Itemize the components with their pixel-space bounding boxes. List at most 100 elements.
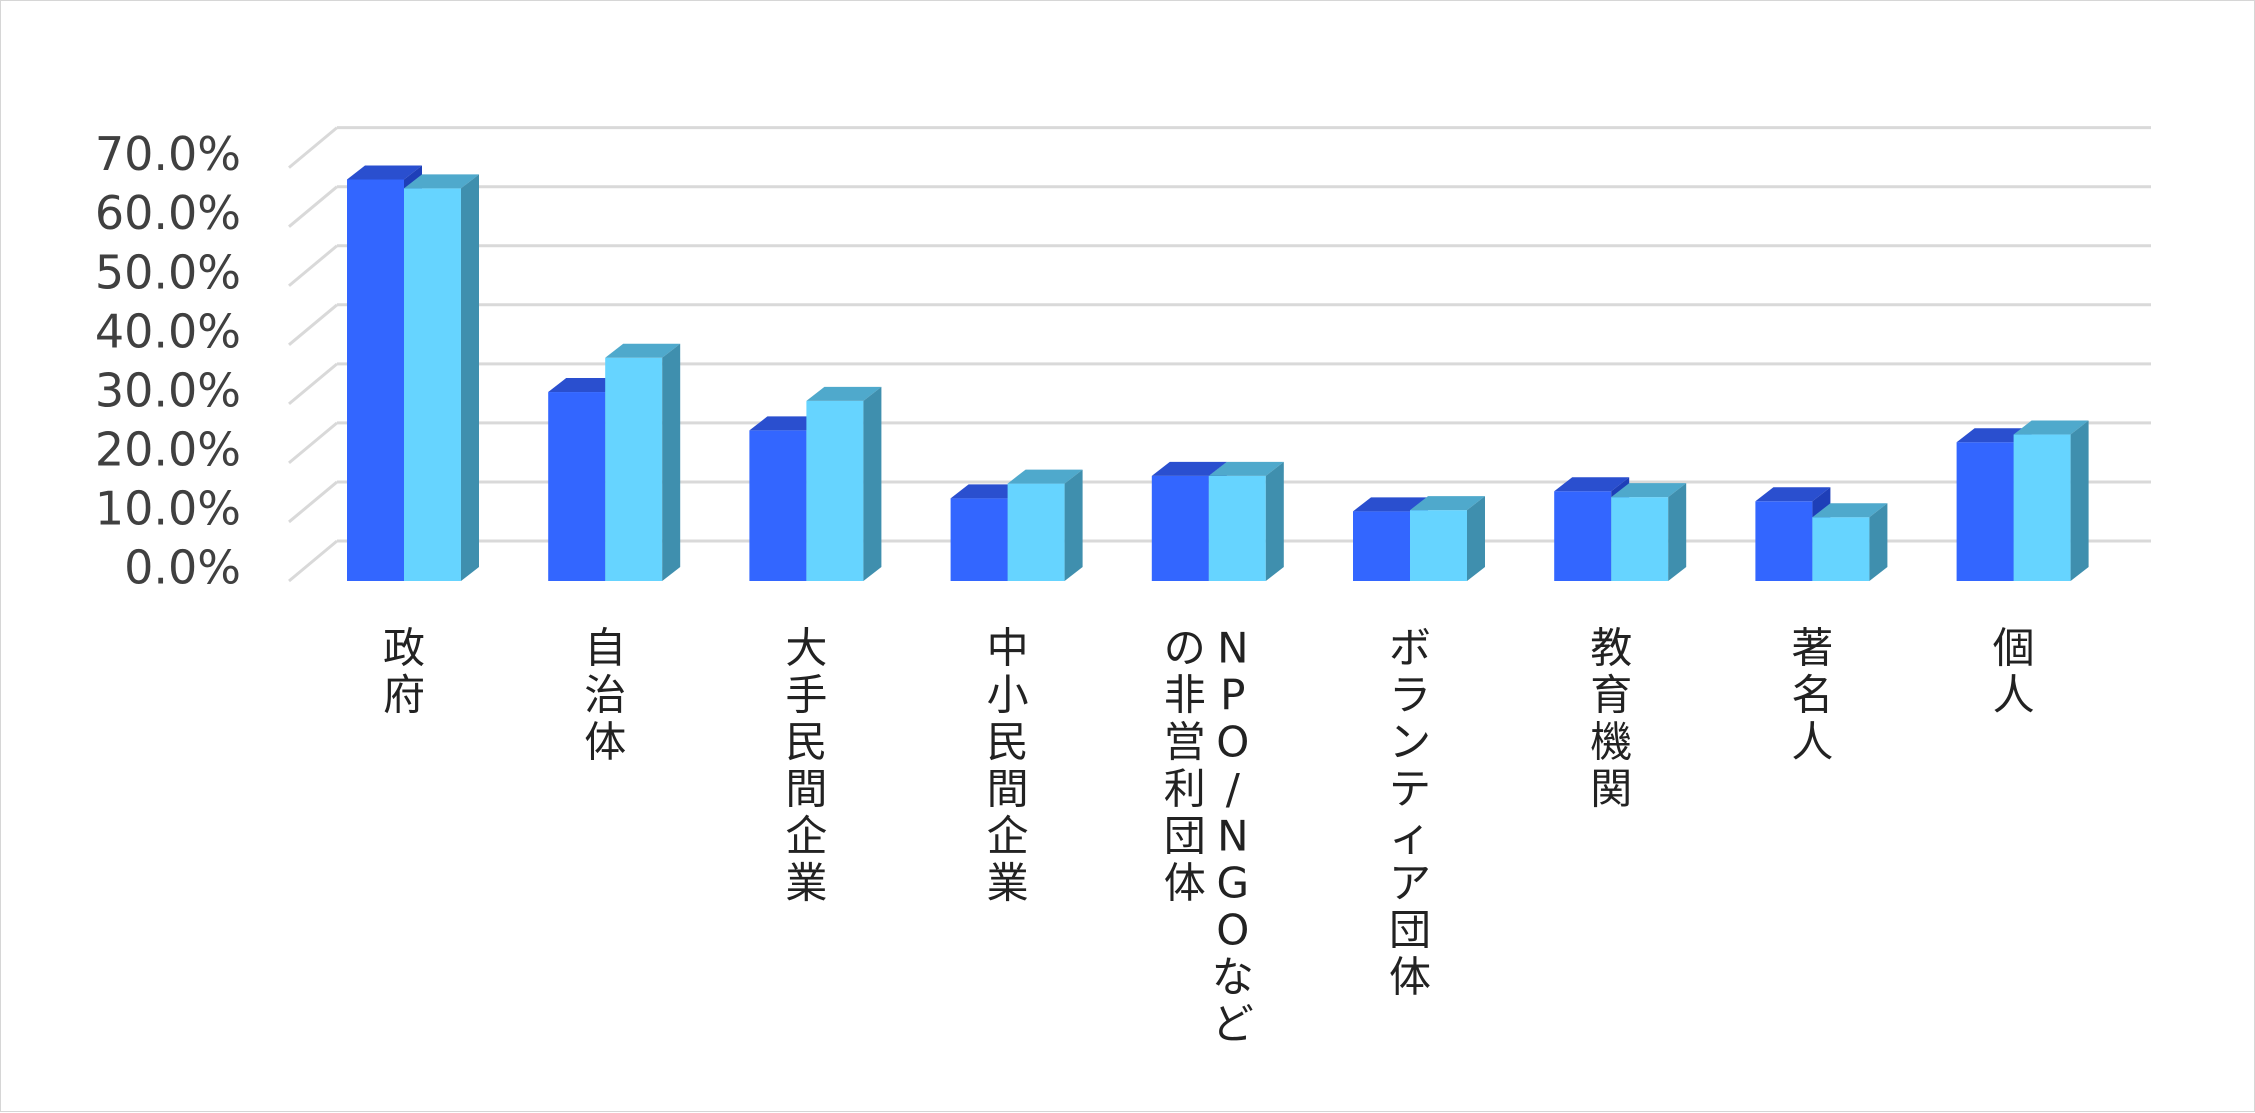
bar-front <box>1755 501 1813 581</box>
category-glyph: 業 <box>785 859 827 908</box>
category-glyph: 利 <box>1164 765 1206 814</box>
bar-top <box>1353 497 1428 512</box>
bar-side <box>1668 483 1687 581</box>
category-glyph: O <box>1216 718 1249 767</box>
y-axis-tick-labels: 0.0% 10.0%20.0%30.0%40.0%50.0%60.0%70.0% <box>95 127 241 594</box>
bar-front <box>1812 517 1870 581</box>
y-tick-label: 50.0% <box>95 245 241 299</box>
bar-front <box>1151 475 1209 581</box>
bar-top <box>1410 496 1485 511</box>
category-glyph: 政 <box>383 624 425 673</box>
bar-side <box>1467 496 1485 581</box>
bar-front <box>605 357 663 581</box>
y-tick-label: 40.0% <box>95 304 241 358</box>
category-glyph: 治 <box>584 671 626 720</box>
category-glyph: 企 <box>785 812 827 861</box>
bar-side <box>461 174 479 581</box>
gridline-depth <box>288 539 338 583</box>
bar-side <box>662 343 681 581</box>
category-glyph: P <box>1220 671 1245 720</box>
category-glyph: 自 <box>584 624 626 673</box>
bar-top <box>1611 483 1687 498</box>
y-tick-label: 60.0% <box>95 186 241 240</box>
category-glyph: 団 <box>1164 812 1206 861</box>
bar-side <box>863 386 882 581</box>
bar <box>1812 503 1888 581</box>
category-glyph: 名 <box>1791 671 1833 720</box>
category-glyph: 小 <box>987 671 1029 720</box>
category-glyph: 間 <box>785 765 827 814</box>
bar <box>1410 496 1485 581</box>
bar-front <box>548 392 606 581</box>
category-glyph: / <box>1226 765 1241 814</box>
bar-top <box>1956 428 2032 443</box>
bar-front <box>404 188 461 581</box>
bar-top <box>404 174 479 189</box>
gridline-depth <box>288 244 338 287</box>
category-glyph: ィ <box>1389 812 1431 861</box>
category-glyph: ボ <box>1389 624 1431 673</box>
bar-front <box>1410 510 1467 581</box>
bar-front <box>749 430 807 581</box>
category-label: 個人 <box>1993 624 2035 720</box>
y-tick-label: 30.0% <box>95 363 241 417</box>
category-glyph: 教 <box>1590 624 1632 673</box>
bar-front <box>1554 491 1612 581</box>
category-glyph: 中 <box>987 624 1029 673</box>
category-glyph: 人 <box>1791 718 1833 767</box>
bar <box>1007 469 1083 581</box>
category-glyph: 企 <box>987 812 1029 861</box>
gridline-depth <box>288 303 338 346</box>
bar-front <box>806 400 864 581</box>
category-glyph: 業 <box>987 859 1029 908</box>
category-glyph: 体 <box>1164 859 1206 908</box>
category-glyph: G <box>1217 859 1250 908</box>
bar-top <box>548 378 624 393</box>
category-glyph: 著 <box>1791 624 1833 673</box>
category-glyph: 個 <box>1993 624 2035 673</box>
bar-top <box>749 416 825 431</box>
bar-top <box>1208 461 1284 476</box>
bar-top <box>806 386 882 401</box>
bar-front <box>347 179 404 581</box>
bar-front <box>2013 434 2071 581</box>
bar-front <box>1208 475 1266 581</box>
bar-front <box>1353 511 1410 581</box>
category-glyph: 団 <box>1389 906 1431 955</box>
bar <box>404 174 479 581</box>
category-glyph: 機 <box>1590 718 1632 767</box>
category-glyph: 手 <box>785 671 827 720</box>
bar <box>1208 461 1284 581</box>
bar-top <box>605 343 681 358</box>
category-glyph: 体 <box>1389 953 1431 1002</box>
category-glyph: 大 <box>785 624 827 673</box>
bar-side <box>1064 469 1083 581</box>
y-tick-label: 10.0% <box>95 481 241 535</box>
bar-front <box>1611 497 1669 581</box>
gridline-depth <box>288 480 338 524</box>
bars <box>347 165 2089 581</box>
bar-top <box>1151 461 1227 476</box>
bar-top <box>1554 477 1630 492</box>
category-glyph: 育 <box>1590 671 1632 720</box>
category-label: 政府 <box>383 624 425 720</box>
category-label: 著名人 <box>1791 624 1833 767</box>
y-tick-label: 70.0% <box>95 127 241 181</box>
category-glyph: 民 <box>987 718 1029 767</box>
bar <box>1611 483 1687 581</box>
bar <box>806 386 882 581</box>
gridline-depth <box>288 126 338 169</box>
category-glyph: N <box>1217 812 1248 861</box>
bar-side <box>1265 461 1284 581</box>
category-glyph: ラ <box>1389 671 1431 720</box>
category-glyph: 体 <box>584 718 626 767</box>
bar-top <box>950 484 1026 499</box>
category-glyph: ア <box>1389 859 1431 908</box>
bar-front <box>1956 442 2014 581</box>
bar-side <box>1869 503 1888 581</box>
category-glyph: テ <box>1389 765 1431 814</box>
